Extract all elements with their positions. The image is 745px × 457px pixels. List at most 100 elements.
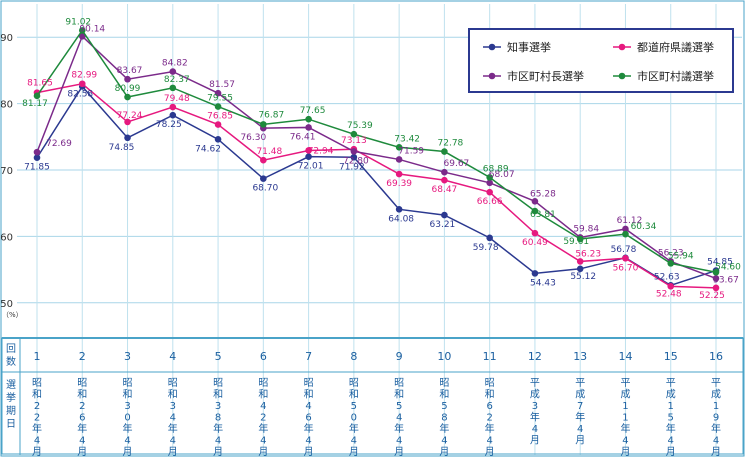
data-label: 60.49 — [522, 238, 548, 248]
data-point — [576, 265, 584, 273]
data-point — [667, 283, 675, 290]
data-point — [305, 147, 312, 154]
date-label: 昭和 5 0 年 4 月 — [349, 377, 359, 457]
data-point — [441, 168, 448, 176]
legend-label: 市区町村長選挙 — [507, 69, 584, 83]
data-point — [214, 103, 222, 110]
data-label: 54.60 — [715, 262, 741, 272]
date-label: 昭和 3 8 年 4 月 — [213, 377, 223, 457]
data-label: 65.28 — [530, 189, 556, 199]
date-label: 昭和 3 4 年 4 月 — [168, 377, 178, 457]
legend-swatch-dot — [488, 72, 496, 80]
data-point — [441, 148, 448, 155]
data-point — [78, 80, 86, 88]
data-label: 82.99 — [71, 71, 97, 81]
data-point — [486, 174, 493, 181]
legend-label: 市区町村議選挙 — [637, 69, 714, 83]
data-label: 74.62 — [195, 144, 221, 154]
data-point — [260, 121, 267, 128]
data-point — [712, 284, 720, 292]
date-label: 昭和 5 4 年 4 月 — [394, 377, 404, 457]
data-point — [214, 136, 222, 143]
data-label: 68.89 — [483, 164, 509, 174]
data-point — [169, 68, 177, 75]
data-point — [712, 275, 720, 282]
data-label: 68.70 — [252, 184, 278, 194]
legend-swatch-dot — [618, 43, 626, 51]
data-label: 76.85 — [207, 112, 233, 122]
date-label: 平成 1 5 年 4 月 — [666, 378, 676, 457]
date-label: 平成 1 1 年 4 月 — [620, 378, 630, 457]
data-label: 52.48 — [656, 289, 682, 299]
data-label: 82.58 — [67, 89, 93, 99]
data-label: 91.02 — [65, 17, 91, 27]
date-label: 昭和 6 2 年 4 月 — [485, 377, 495, 457]
date-label: 平成 7 年 4 月 — [575, 378, 585, 447]
data-point — [622, 230, 629, 238]
data-point — [712, 268, 720, 276]
data-label: 66.66 — [477, 197, 503, 207]
data-label: 69.39 — [386, 179, 412, 189]
row-label-date: 選挙期日 — [6, 378, 16, 430]
data-point — [622, 225, 629, 233]
data-label: 54.85 — [707, 258, 733, 268]
data-point — [531, 207, 539, 215]
data-label: 84.82 — [162, 59, 188, 69]
data-point — [395, 170, 403, 178]
series-line — [36, 85, 717, 287]
date-label: 昭和 3 0 年 4 月 — [123, 377, 133, 457]
data-point — [531, 229, 539, 237]
legend-box — [468, 28, 734, 93]
data-point — [169, 84, 177, 92]
date-label: 昭和 2 2 年 4 月 — [32, 377, 42, 457]
data-label: 76.87 — [258, 110, 284, 120]
data-label: 53.67 — [713, 275, 739, 285]
date-label: 平成 3 年 4 月 — [530, 378, 540, 447]
round-label: 8 — [350, 350, 357, 363]
data-label: 52.63 — [654, 272, 680, 282]
data-point — [214, 121, 222, 128]
data-point — [305, 115, 312, 123]
data-label: 56.23 — [575, 249, 601, 259]
data-label: 74.85 — [109, 143, 135, 153]
date-label: 昭和 4 2 年 4 月 — [258, 377, 268, 457]
round-label: 14 — [618, 350, 632, 363]
data-label: 68.07 — [489, 170, 515, 180]
data-label: 79.55 — [207, 94, 233, 104]
data-label: 73.13 — [341, 136, 367, 146]
legend-label: 都道府県議選挙 — [637, 40, 714, 54]
data-label: 71.59 — [398, 146, 424, 156]
data-label: 56.23 — [658, 248, 684, 258]
data-point — [350, 153, 358, 161]
round-label: 16 — [709, 350, 723, 363]
y-unit-label: （%） — [2, 311, 23, 319]
round-label: 4 — [169, 350, 176, 363]
data-point — [78, 27, 86, 34]
data-point — [124, 118, 131, 126]
data-label: 59.61 — [563, 237, 589, 247]
round-label: 10 — [437, 350, 451, 363]
data-point — [260, 156, 267, 164]
round-label: 3 — [124, 350, 131, 363]
data-label: 55.12 — [570, 272, 596, 282]
legend-swatch-dot — [488, 43, 496, 51]
data-point — [260, 175, 267, 182]
data-point — [486, 188, 493, 196]
data-point — [622, 255, 629, 262]
round-label: 2 — [79, 350, 86, 363]
round-label: 5 — [215, 350, 222, 363]
data-point — [124, 134, 131, 142]
data-label: 81.65 — [27, 79, 53, 89]
data-label: 64.08 — [388, 214, 414, 224]
y-tick-label: 90 — [0, 33, 13, 44]
data-label: 59.78 — [473, 243, 499, 253]
data-point — [486, 234, 493, 242]
data-label: 82.37 — [164, 75, 190, 85]
date-label: 昭和 5 8 年 4 月 — [439, 377, 449, 457]
data-label: 73.42 — [394, 134, 420, 144]
data-label: 76.41 — [290, 132, 316, 142]
data-label: 60.34 — [631, 222, 657, 232]
row-label-round: 回数 — [6, 343, 16, 368]
